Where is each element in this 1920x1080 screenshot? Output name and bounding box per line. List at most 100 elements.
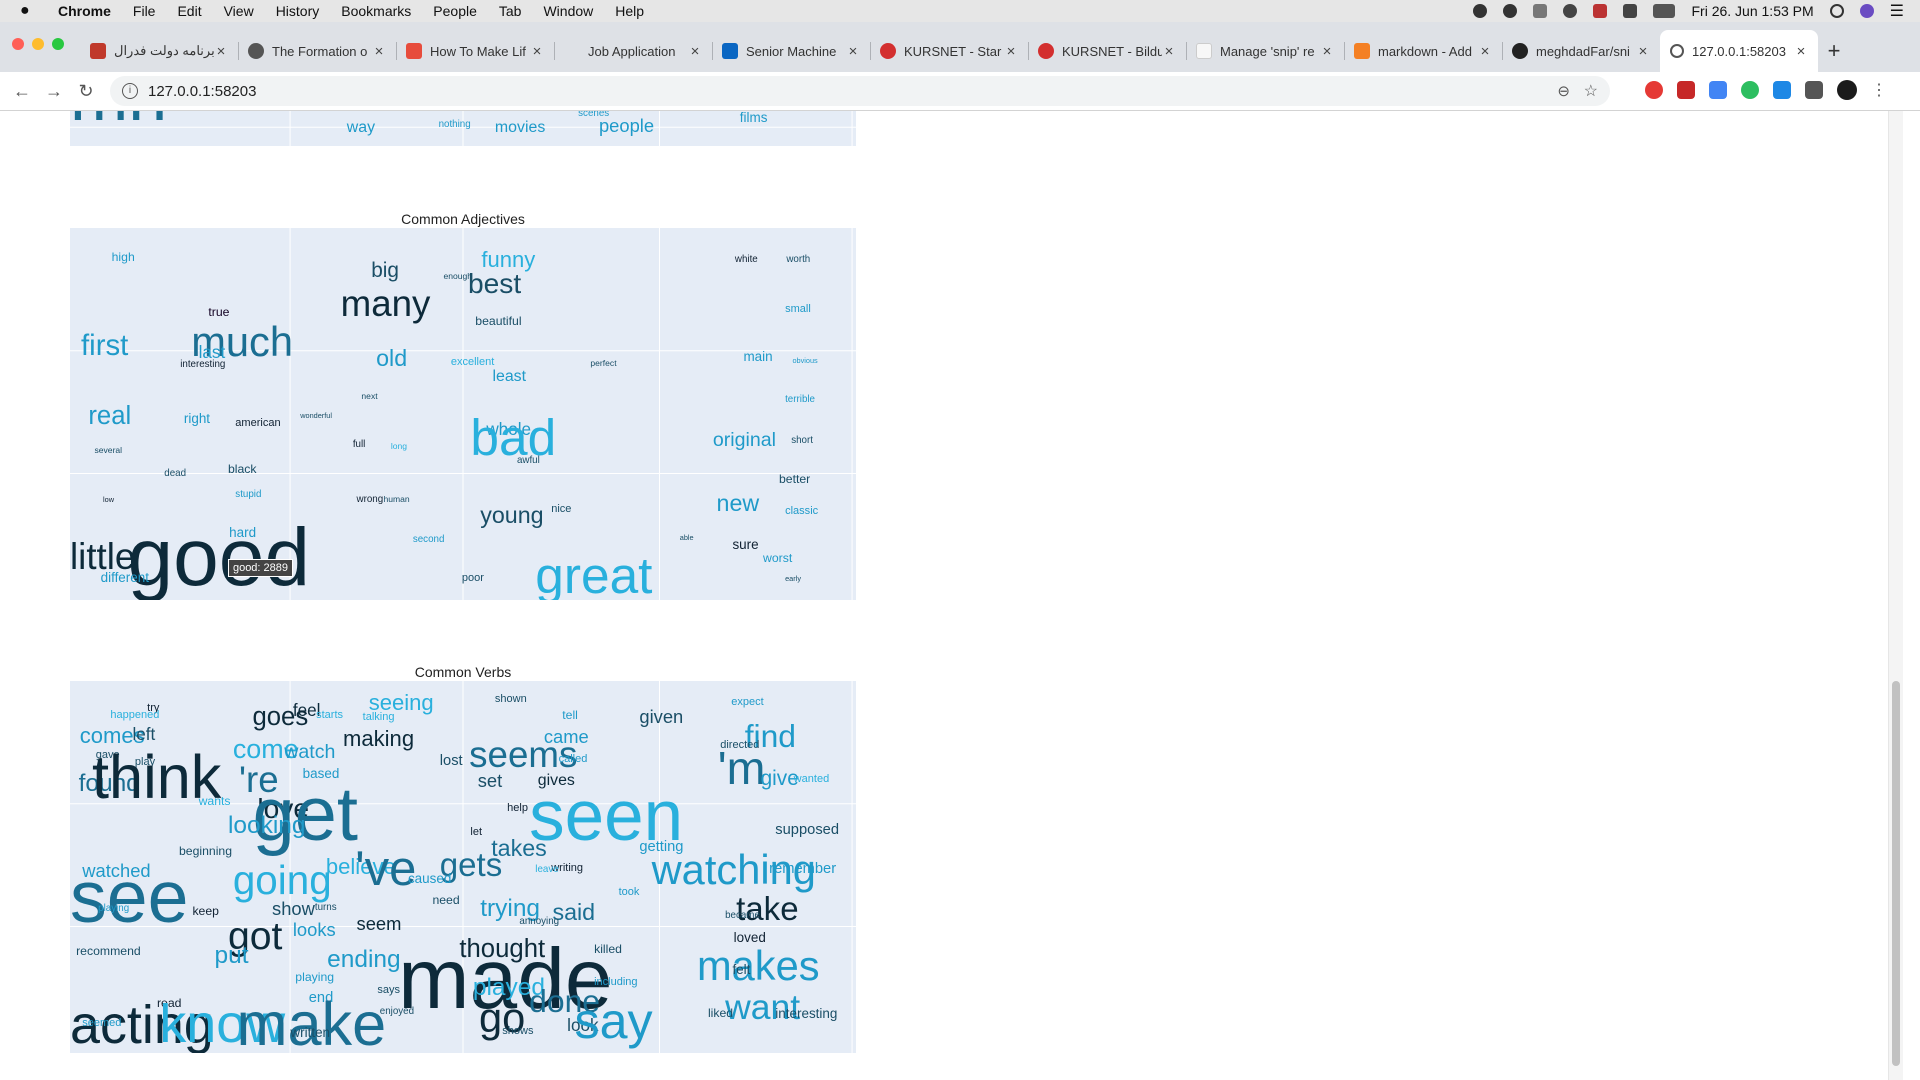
word-annoying[interactable]: annoying [519, 916, 560, 928]
word-sure[interactable]: sure [732, 536, 759, 552]
word-white[interactable]: white [734, 253, 758, 265]
word-funny[interactable]: funny [481, 246, 536, 272]
word-full[interactable]: full [352, 438, 366, 450]
word-old[interactable]: old [376, 344, 408, 371]
extension-icon[interactable] [1773, 81, 1791, 99]
url-text[interactable]: 127.0.0.1:58203 [148, 82, 257, 100]
word-poor[interactable]: poor [461, 572, 484, 585]
close-tab-icon[interactable]: × [1480, 42, 1490, 60]
tab-4[interactable]: Senior Machine × [712, 30, 870, 72]
bluetooth-icon[interactable] [1533, 4, 1548, 18]
status-icon[interactable] [1503, 4, 1518, 18]
word-excellent[interactable]: excellent [450, 355, 495, 368]
word-worth[interactable]: worth [786, 253, 811, 265]
reload-icon[interactable]: ↻ [78, 80, 94, 101]
word-playing[interactable]: playing [98, 902, 130, 914]
word-come[interactable]: come [232, 734, 299, 765]
spotlight-search-icon[interactable] [1829, 4, 1844, 18]
word-american[interactable]: american [235, 416, 281, 429]
word-original[interactable]: original [712, 429, 776, 452]
word-end[interactable]: end [308, 989, 334, 1006]
word-find[interactable]: find [744, 718, 797, 755]
forward-arrow-icon[interactable]: → [45, 80, 63, 101]
status-icon[interactable] [1473, 4, 1488, 18]
volume-icon[interactable] [1623, 4, 1638, 18]
word-left[interactable]: left [132, 724, 156, 745]
word-got[interactable]: got [227, 915, 283, 959]
menu-file[interactable]: File [132, 3, 156, 19]
word-supposed[interactable]: supposed [775, 822, 839, 839]
word-low[interactable]: low [103, 495, 115, 505]
word-long[interactable]: long [390, 441, 408, 452]
word-different[interactable]: different [100, 569, 149, 585]
word-going[interactable]: going [232, 856, 332, 903]
wordcloud-chart-verbs[interactable]: try happened goes feel starts talking seeing sh… [70, 681, 856, 1053]
word-re[interactable]: 're [238, 758, 279, 800]
word-perfect[interactable]: perfect [590, 358, 617, 369]
word-played[interactable]: played [472, 974, 545, 1002]
word-talking[interactable]: talking [362, 710, 395, 723]
word-wants[interactable]: wants [198, 793, 231, 808]
word-shows[interactable]: shows [502, 1025, 534, 1038]
word-found[interactable]: found [78, 769, 140, 797]
word-let[interactable]: let [470, 825, 483, 838]
word-happened[interactable]: happened [110, 709, 160, 722]
word-making[interactable]: making [343, 725, 415, 751]
word-films[interactable]: films [739, 111, 768, 125]
more-menu-icon[interactable]: ⋮ [1871, 82, 1887, 99]
word-gets[interactable]: gets [439, 846, 503, 884]
word-keep[interactable]: keep [192, 904, 219, 919]
evernote-extension-icon[interactable] [1741, 81, 1759, 99]
word-play[interactable]: play [134, 755, 156, 768]
word-gave[interactable]: gave [95, 748, 120, 761]
word-cropped[interactable]: mn [70, 111, 167, 131]
menu-help[interactable]: Help [615, 3, 645, 19]
word-high[interactable]: high [111, 250, 135, 265]
word-makes[interactable]: makes [696, 942, 820, 990]
word-watching[interactable]: watching [651, 845, 816, 893]
word-take[interactable]: take [736, 890, 799, 928]
menu-history[interactable]: History [275, 3, 320, 19]
close-tab-icon[interactable]: × [1638, 42, 1648, 60]
word-look[interactable]: look [567, 1014, 599, 1035]
word-say[interactable]: say [574, 992, 653, 1049]
word-big[interactable]: big [371, 259, 399, 283]
word-dead[interactable]: dead [164, 468, 187, 480]
word-watched[interactable]: watched [82, 860, 151, 882]
word-m[interactable]: 'm [717, 741, 766, 794]
word-based[interactable]: based [302, 765, 340, 781]
word-human[interactable]: human [383, 493, 410, 504]
close-window-button[interactable] [12, 38, 24, 50]
word-right[interactable]: right [183, 410, 211, 426]
word-given[interactable]: given [639, 705, 684, 727]
translate-extension-icon[interactable] [1709, 81, 1727, 99]
word-looking[interactable]: looking [227, 812, 306, 840]
word-looks[interactable]: looks [292, 919, 336, 940]
wifi-icon[interactable] [1563, 4, 1578, 18]
word-black[interactable]: black [227, 462, 257, 477]
tab-6[interactable]: KURSNET - Bildu × [1028, 30, 1186, 72]
site-info-icon[interactable]: i [122, 83, 138, 99]
word-loved[interactable]: loved [733, 929, 766, 945]
word-called[interactable]: called [558, 753, 588, 766]
menu-view[interactable]: View [223, 3, 254, 19]
word-young[interactable]: young [480, 501, 544, 528]
word-stupid[interactable]: stupid [235, 489, 262, 501]
word-says[interactable]: says [377, 983, 400, 996]
word-shown[interactable]: shown [494, 693, 527, 706]
clock[interactable]: Fri 26. Jun 1:53 PM [1691, 3, 1814, 19]
word-awful[interactable]: awful [516, 454, 540, 466]
close-tab-icon[interactable]: × [216, 42, 226, 60]
word-turns[interactable]: turns [314, 901, 337, 913]
puzzle-extensions-icon[interactable] [1805, 81, 1823, 99]
profile-avatar[interactable] [1837, 80, 1857, 100]
word-new[interactable]: new [716, 490, 760, 517]
word-expect[interactable]: expect [731, 695, 764, 708]
word-terrible[interactable]: terrible [785, 393, 815, 405]
close-tab-icon[interactable]: × [1006, 42, 1016, 60]
word-nice[interactable]: nice [551, 502, 572, 515]
tab-2[interactable]: How To Make Lif × [396, 30, 554, 72]
word-seems[interactable]: seems [469, 734, 578, 776]
close-tab-icon[interactable]: × [1796, 42, 1806, 60]
